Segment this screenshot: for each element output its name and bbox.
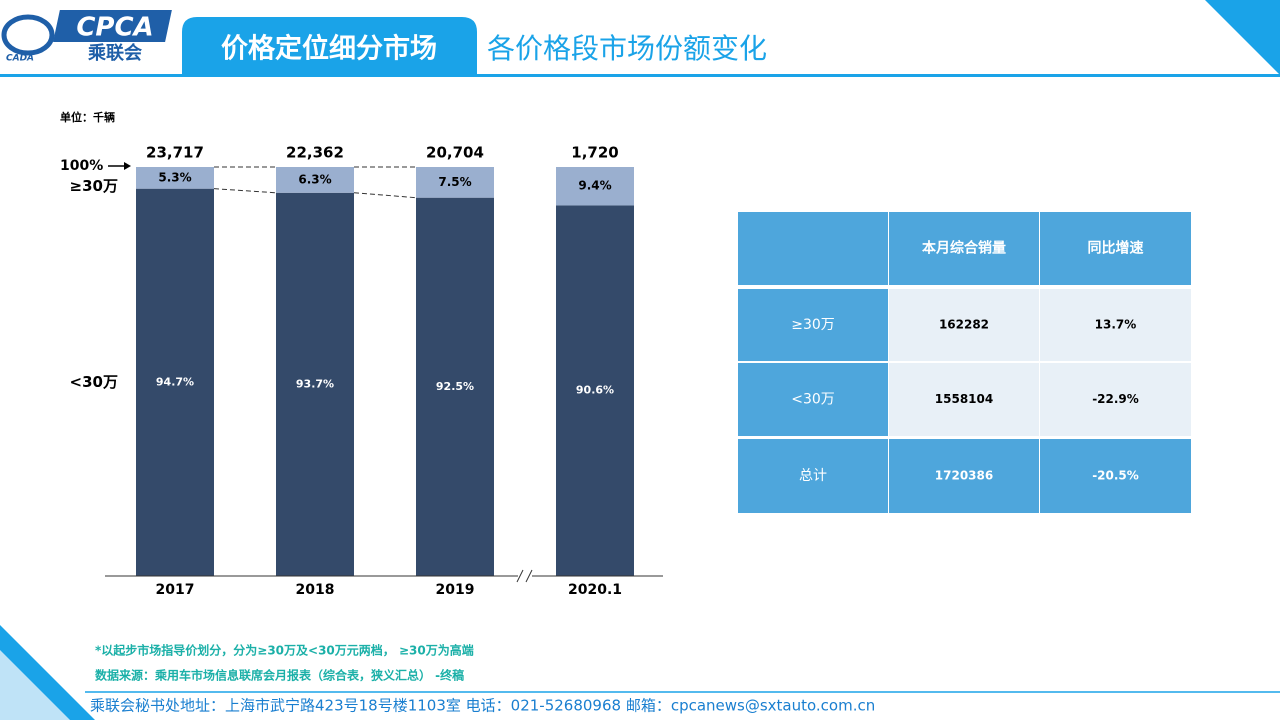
table-cell — [738, 439, 888, 513]
data-label: 92.5% — [436, 380, 474, 393]
annotation-arrow-head — [124, 162, 131, 170]
bar-segment — [136, 167, 214, 189]
table-cell — [889, 363, 1039, 436]
x-tick-label: 2019 — [436, 582, 475, 598]
logo-mark — [1, 14, 55, 56]
data-label: 93.7% — [296, 377, 334, 390]
table-cell-text: 1720386 — [935, 469, 993, 483]
axis-break — [516, 569, 524, 583]
table-header: 同比增速 — [1088, 240, 1144, 257]
footer: 乘联会秘书处地址：上海市武宁路423号18号楼1103室 电话：021-5268… — [90, 697, 875, 715]
chart: 94.7% 5.3% 23,717 2017 93.7% 6.3% 22,362 2018 92… — [70, 144, 634, 598]
header-line — [0, 74, 1280, 77]
bar-segment — [556, 205, 634, 577]
table-cell — [738, 212, 888, 285]
x-tick-label: 2017 — [156, 582, 195, 598]
logo-text: CPCA — [76, 13, 153, 43]
data-label: 9.4% — [578, 179, 611, 193]
bar-segment — [136, 188, 214, 576]
total-label: 1,720 — [571, 144, 618, 162]
table-cell — [889, 289, 1039, 361]
subtitle: 各价格段市场份额变化 — [487, 32, 767, 65]
table-cell-text: -22.9% — [1092, 392, 1139, 406]
bar-segment — [276, 192, 354, 576]
table-cell — [738, 363, 888, 436]
logo-sub: 乘联会 — [87, 42, 142, 64]
data-label: 5.3% — [158, 170, 191, 184]
title: 价格定位细分市场 — [221, 33, 437, 65]
logo-box — [53, 10, 172, 42]
total-label: 22,362 — [286, 144, 344, 162]
annotation: 100% — [60, 158, 103, 174]
series-label: ≥30万 — [70, 177, 118, 195]
note: *以起步市场指导价划分，分为≥30万及<30万元两档， ≥30万为高端 — [95, 643, 474, 658]
axis-break — [525, 569, 533, 583]
data-label: 90.6% — [576, 384, 614, 397]
x-tick-label: 2020.1 — [568, 582, 622, 598]
corner-decoration — [1205, 0, 1280, 75]
data-label: 94.7% — [156, 375, 194, 388]
bar-segment — [556, 167, 634, 206]
table-cell — [1040, 439, 1191, 513]
data-label: 6.3% — [298, 172, 331, 186]
data-label: 7.5% — [438, 175, 471, 189]
table-cell — [738, 289, 888, 361]
connector — [353, 192, 417, 199]
table: 本月综合销量 同比增速 ≥30万 162282 13.7% <30万 1558104 -22.… — [738, 212, 1191, 513]
table-cell-text: 1558104 — [935, 392, 993, 406]
table-cell — [889, 439, 1039, 513]
connector — [213, 188, 277, 194]
table-cell-text: -20.5% — [1092, 469, 1139, 483]
series-label: <30万 — [70, 373, 118, 391]
table-cell-text: ≥30万 — [791, 317, 835, 333]
table-cell-text: 总计 — [799, 468, 827, 484]
logo-mark-text: CADA — [6, 54, 34, 64]
corner-decoration — [0, 650, 70, 720]
bar-segment — [416, 197, 494, 577]
table-cell — [1040, 363, 1191, 436]
bar-segment — [416, 167, 494, 198]
table-cell-text: 162282 — [939, 318, 989, 332]
total-label: 20,704 — [426, 144, 484, 162]
table-cell — [889, 212, 1039, 285]
table-cell-text: <30万 — [791, 392, 835, 408]
unit-label: 单位：千辆 — [60, 110, 115, 124]
note: 数据来源：乘用车市场信息联席会月报表（综合表，狭义汇总） -终稿 — [95, 668, 464, 683]
total-label: 23,717 — [146, 144, 204, 162]
table-header: 本月综合销量 — [922, 240, 1006, 257]
x-tick-label: 2018 — [296, 582, 335, 598]
title-tab — [182, 17, 477, 75]
bar-segment — [276, 167, 354, 193]
table-cell — [1040, 289, 1191, 361]
table-cell — [1040, 212, 1191, 285]
table-cell-text: 13.7% — [1095, 318, 1137, 332]
